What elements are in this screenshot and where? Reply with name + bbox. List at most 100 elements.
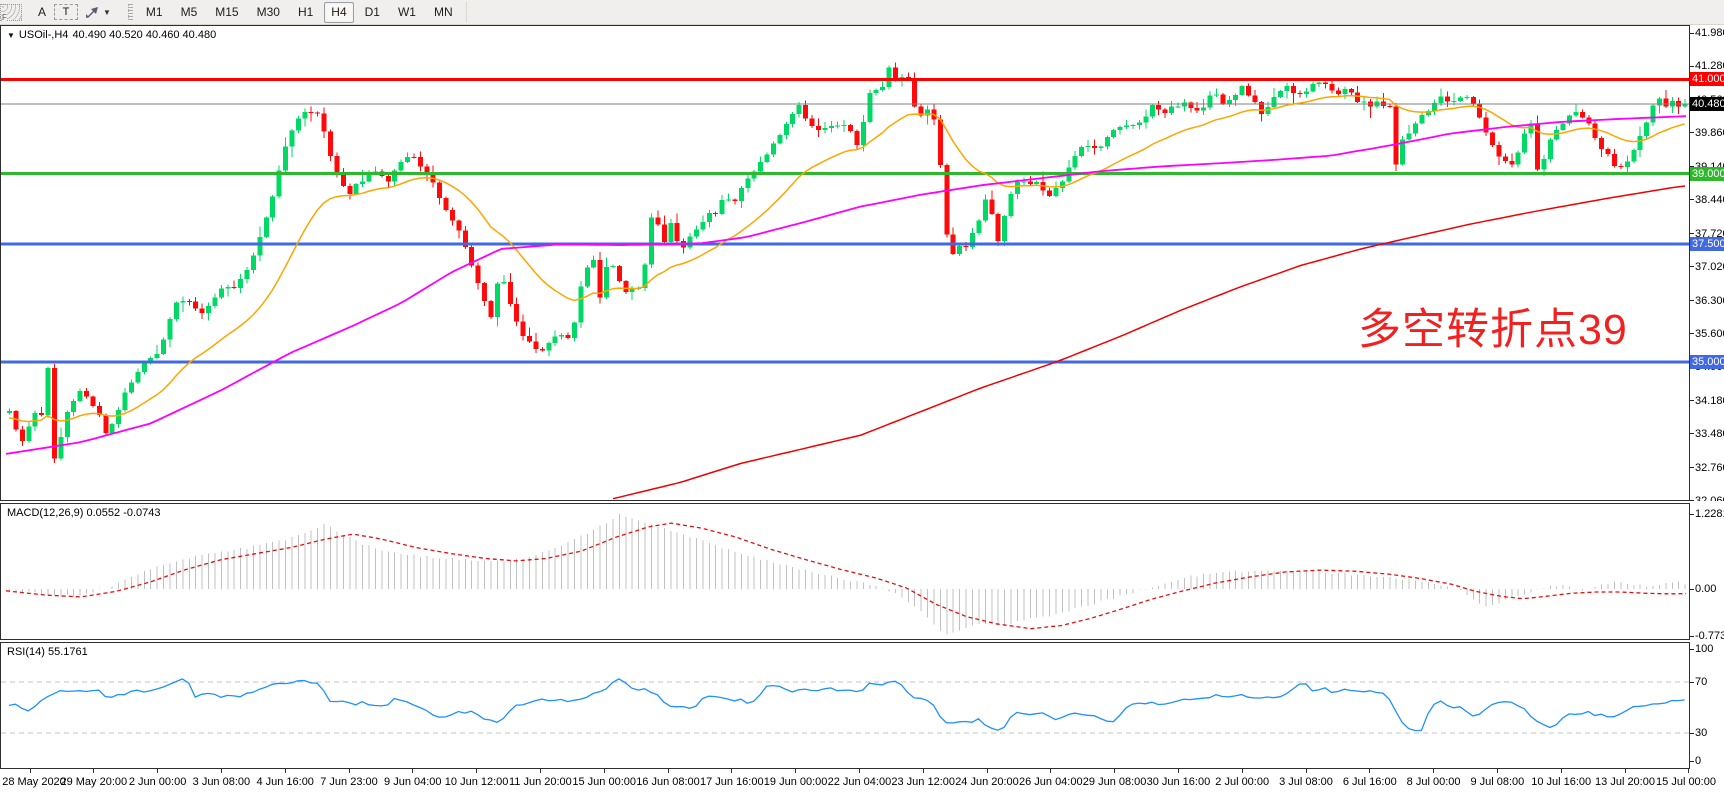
time-axis-label: 9 Jun 04:00: [384, 776, 442, 788]
time-tick-mark: [604, 769, 605, 773]
macd-plot-area[interactable]: [0, 503, 1690, 640]
macd-values: 0.0552 -0.0743: [86, 507, 161, 519]
rsi-scale[interactable]: 100 70 30 0: [1690, 642, 1724, 769]
time-tick-mark: [1625, 769, 1626, 773]
candle-body: [167, 318, 173, 340]
toolbar-grip[interactable]: [127, 4, 133, 20]
candle-body: [649, 217, 654, 265]
time-axis-label: 29 Jun 08:00: [1082, 776, 1147, 788]
rsi-tick-label: 30: [1695, 727, 1708, 739]
candle-body: [860, 121, 866, 146]
timeframe-button-d1[interactable]: D1: [358, 2, 387, 23]
candle-body: [623, 281, 629, 292]
candle-body: [1053, 188, 1059, 196]
time-axis-label: 11 Jun 20:00: [508, 776, 572, 788]
candle-body: [1451, 101, 1457, 103]
time-tick-mark: [476, 769, 477, 773]
candle-body: [1284, 85, 1290, 92]
candle-body: [1393, 106, 1399, 165]
macd-scale[interactable]: 1.2281 0.00 -0.7738: [1690, 503, 1724, 642]
candle-body: [1612, 153, 1617, 166]
price-badge-37.500: 37.500: [1690, 237, 1724, 252]
candle-body: [1490, 132, 1496, 145]
candle-body: [180, 301, 186, 303]
candle-body: [1547, 139, 1553, 160]
text-tool-button[interactable]: A: [30, 2, 54, 23]
timeframe-button-h1[interactable]: H1: [291, 2, 320, 23]
candle-body: [398, 161, 404, 171]
candle-body: [334, 156, 340, 176]
candle-body: [456, 220, 462, 231]
candle-body: [347, 185, 353, 194]
text-label-tool-button[interactable]: T: [54, 4, 78, 20]
candle-body: [1085, 146, 1091, 148]
candle-body: [462, 230, 468, 247]
candle-body: [1329, 83, 1335, 91]
candle-body: [212, 297, 218, 306]
timeframe-button-mn[interactable]: MN: [427, 2, 460, 23]
price-tick-label: 37.020: [1695, 260, 1724, 273]
candle-body: [1342, 88, 1348, 95]
candle-body: [64, 412, 70, 437]
candle-body: [1316, 82, 1322, 85]
timeframe-button-m1[interactable]: M1: [139, 2, 170, 23]
price-scale[interactable]: 41.98041.28040.56039.86039.14038.44037.7…: [1690, 25, 1724, 507]
main-chart-plot-area[interactable]: [0, 25, 1690, 501]
rsi-tick-label: 70: [1695, 676, 1708, 688]
rsi-line: [8, 678, 1685, 732]
timeframe-toolbar: M1 M5 M15 M30 H1 H4 D1 W1 MN: [139, 1, 460, 23]
time-axis-label: 15 Jun 00:00: [572, 776, 636, 788]
panel-splitter[interactable]: [0, 501, 1724, 503]
candle-body: [976, 220, 982, 233]
timeframe-button-m5[interactable]: M5: [174, 2, 205, 23]
candle-body: [507, 282, 513, 304]
time-axis-label: 23 Jun 12:00: [891, 776, 955, 788]
time-axis[interactable]: 28 May 2020 29 May 20:00 2 Jun 00:00 3 Jun …: [0, 769, 1724, 793]
candle-body: [1573, 112, 1579, 116]
candle-body: [912, 78, 918, 107]
time-axis-label: 28 May 2020: [2, 776, 66, 788]
ma-medium-line: [5, 115, 1687, 455]
candle-body: [1291, 85, 1296, 93]
rsi-tick-label: 0: [1695, 755, 1702, 767]
time-axis-label: 3 Jul 08:00: [1279, 776, 1333, 788]
rsi-plot-area[interactable]: [0, 642, 1690, 769]
candle-body: [295, 118, 301, 131]
arrows-tool-button[interactable]: ▼: [78, 2, 118, 23]
candle-body: [642, 264, 648, 289]
symbol-dropdown-icon[interactable]: ▼: [7, 30, 15, 40]
candle-body: [1464, 96, 1470, 98]
candle-body: [77, 391, 83, 402]
price-tick-mark: [1690, 433, 1694, 434]
candle-body: [1560, 123, 1566, 131]
price-tick-mark: [1690, 166, 1694, 167]
candle-body: [790, 113, 796, 125]
toolbar-handle-f[interactable]: F: [0, 3, 22, 22]
timeframe-button-m15[interactable]: M15: [208, 2, 245, 23]
time-axis-label: 26 Jun 04:00: [1018, 776, 1083, 788]
price-tick-mark: [1690, 266, 1694, 267]
time-tick-mark: [285, 769, 286, 773]
time-tick-mark: [1114, 769, 1115, 773]
rsi-tick-mark: [1690, 761, 1694, 762]
candle-body: [1477, 103, 1483, 118]
timeframe-button-m30[interactable]: M30: [250, 2, 287, 23]
candle-body: [302, 111, 308, 119]
candle-body: [1592, 123, 1598, 138]
candle-body: [289, 130, 295, 147]
panel-splitter[interactable]: [0, 640, 1724, 642]
candle-body: [610, 266, 616, 268]
price-tick-label: 34.180: [1695, 394, 1724, 407]
timeframe-button-w1[interactable]: W1: [391, 2, 423, 23]
candle-body: [1656, 98, 1662, 106]
price-tick-label: 35.600: [1695, 327, 1724, 340]
price-tick-mark: [1690, 199, 1694, 200]
timeframe-button-h4[interactable]: H4: [324, 1, 354, 23]
time-tick-mark: [1178, 769, 1179, 773]
candle-body: [1124, 125, 1130, 127]
candle-body: [1297, 92, 1303, 95]
macd-tick-mark: [1690, 589, 1694, 590]
candle-body: [135, 371, 141, 383]
candle-body: [1445, 96, 1451, 102]
candle-body: [918, 106, 924, 116]
